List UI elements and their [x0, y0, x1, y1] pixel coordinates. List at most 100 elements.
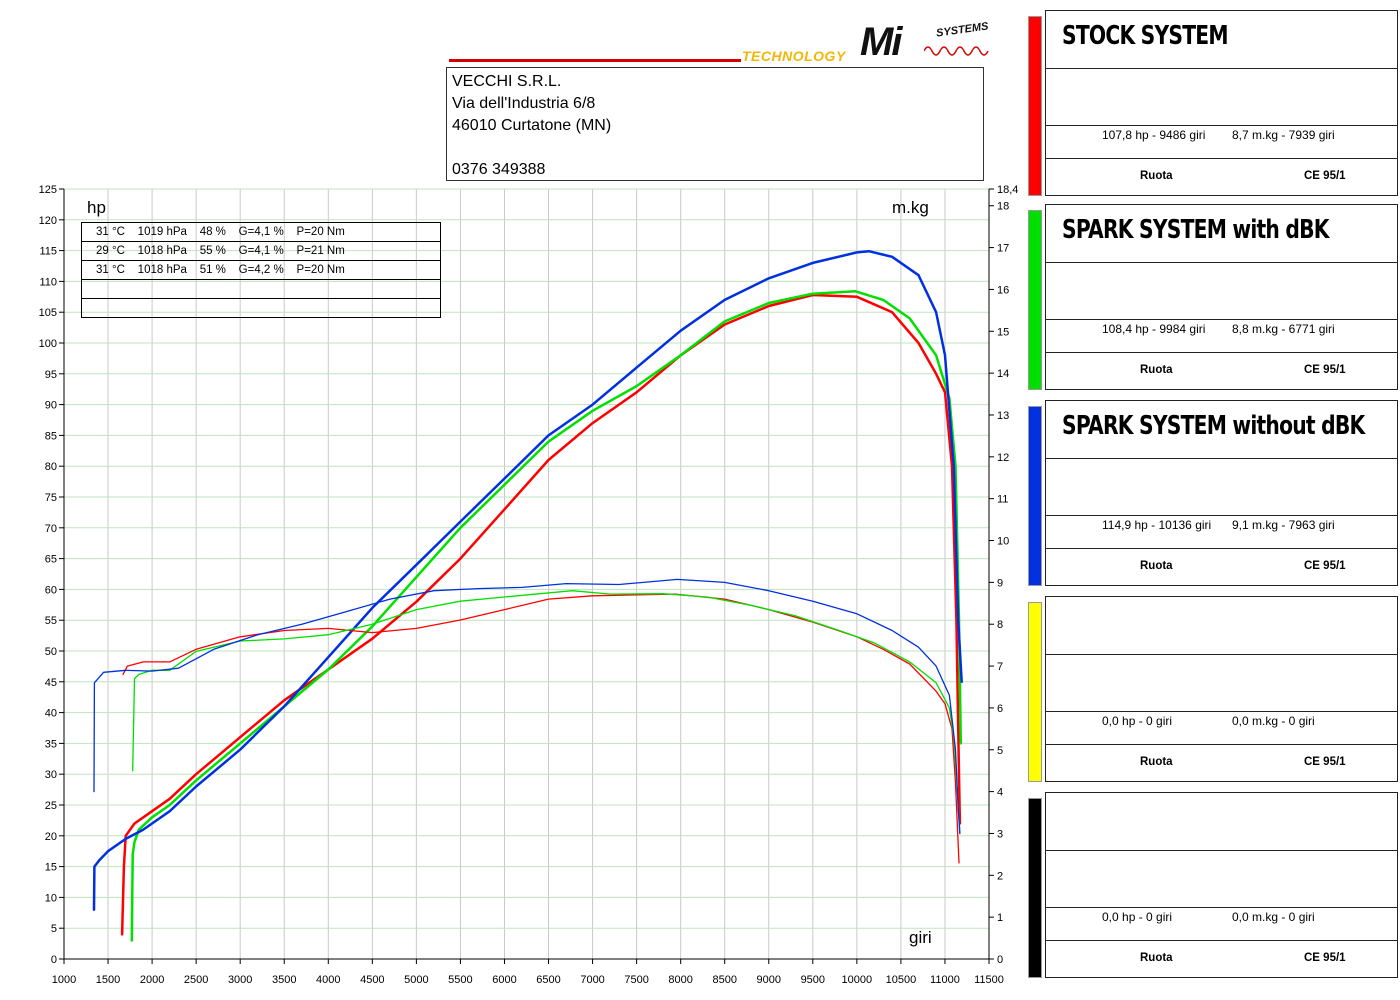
- legend-max-torque: 8,8 m.kg - 6771 giri: [1232, 322, 1335, 336]
- x-tick-label: 3500: [272, 974, 296, 986]
- legend-box: STOCK SYSTEM 107,8 hp - 9486 giri 8,7 m.…: [1045, 10, 1398, 196]
- y-left-tick-label: 65: [45, 554, 57, 566]
- legend-max-hp: 0,0 hp - 0 giri: [1102, 910, 1173, 924]
- legend-max-hp: 114,9 hp - 10136 giri: [1102, 518, 1212, 532]
- y-right-tick-label: 13: [997, 410, 1009, 422]
- y-left-tick-label: 20: [45, 831, 57, 843]
- y-left-tick-label: 40: [45, 708, 57, 720]
- y-left-tick-label: 80: [45, 461, 57, 473]
- x-tick-label: 1500: [96, 974, 120, 986]
- logo-mi-text: Mi: [860, 20, 902, 64]
- conditions-row: [82, 299, 441, 318]
- conditions-row: 29 °C 1018 hPa 55 % G=4,1 % P=21 Nm: [81, 241, 441, 261]
- x-unit-label: giri: [909, 928, 932, 947]
- power-curve-spark-system-with-dbk: [130, 290, 963, 942]
- y-left-tick-label: 95: [45, 369, 57, 381]
- y-right-tick-label: 10: [997, 536, 1009, 548]
- y-right-tick-label: 9: [997, 577, 1003, 589]
- chart-curves: [92, 249, 963, 942]
- legend-box: 0,0 hp - 0 giri 0,0 m.kg - 0 giri Ruota …: [1045, 792, 1398, 978]
- legend-max-hp: 108,4 hp - 9984 giri: [1102, 322, 1206, 336]
- conditions-cell: 29 °C 1018 hPa 55 % G=4,1 % P=21 Nm: [81, 241, 441, 261]
- legend-max-hp: 0,0 hp - 0 giri: [1102, 714, 1173, 728]
- legend-footer: Ruota CE 95/1: [1046, 745, 1397, 783]
- x-tick-label: 2000: [140, 974, 164, 986]
- legend-title-text: SPARK SYSTEM without dBK: [1062, 411, 1365, 441]
- y-right-tick-label: 4: [997, 787, 1003, 799]
- logo-systems-text: SYSTEMS: [935, 20, 990, 40]
- legend-color-bar: [1028, 602, 1042, 782]
- x-tick-label: 4000: [316, 974, 340, 986]
- logo-wave-icon: [924, 46, 989, 56]
- y-left-tick-label: 100: [39, 338, 57, 350]
- address-box: VECCHI S.R.L. Via dell'Industria 6/8 460…: [446, 67, 984, 181]
- conditions-row: 31 °C 1019 hPa 48 % G=4,1 % P=20 Nm: [81, 222, 441, 242]
- y-right-tick-label: 17: [997, 243, 1009, 255]
- y-left-tick-label: 115: [39, 246, 57, 258]
- legend-norm: CE 95/1: [1304, 756, 1346, 768]
- legend-max-torque: 0,0 m.kg - 0 giri: [1232, 714, 1315, 728]
- conditions-cell: 31 °C 1019 hPa 48 % G=4,1 % P=20 Nm: [81, 222, 441, 242]
- y-left-tick-label: 25: [45, 800, 57, 812]
- y-left-tick-label: 75: [45, 492, 57, 504]
- legend-box: SPARK SYSTEM with dBK 108,4 hp - 9984 gi…: [1045, 204, 1398, 390]
- y-right-tick-label: 1: [997, 912, 1003, 924]
- chart-axes: [59, 188, 994, 964]
- x-tick-label: 9500: [801, 974, 825, 986]
- legend-divider: [1046, 907, 1397, 908]
- y-right-tick-label: 7: [997, 661, 1003, 673]
- torque-curve-spark-system-with-dbk: [132, 590, 961, 835]
- x-tick-label: 11000: [930, 974, 960, 986]
- y-right-tick-label: 5: [997, 745, 1003, 757]
- legend-norm: CE 95/1: [1304, 170, 1346, 182]
- y-right-tick-label: 6: [997, 703, 1003, 715]
- y-left-tick-label: 10: [45, 892, 57, 904]
- y-right-tick-label: 11: [997, 494, 1008, 506]
- address-company: VECCHI S.R.L.: [452, 73, 562, 90]
- legend-title: SPARK SYSTEM without dBK: [1046, 401, 1397, 459]
- y-right-tick-label: 14: [997, 368, 1009, 380]
- legend-max-torque: 8,7 m.kg - 7939 giri: [1232, 128, 1335, 142]
- legend-box: 0,0 hp - 0 giri 0,0 m.kg - 0 giri Ruota …: [1045, 596, 1398, 782]
- legend-panel-5: 0,0 hp - 0 giri 0,0 m.kg - 0 giri Ruota …: [1027, 792, 1399, 978]
- x-tick-label: 11500: [974, 974, 1004, 986]
- x-tick-label: 8000: [668, 974, 692, 986]
- legend-panel-4: 0,0 hp - 0 giri 0,0 m.kg - 0 giri Ruota …: [1027, 596, 1399, 782]
- legend-ruota: Ruota: [1140, 560, 1173, 572]
- x-tick-label: 3000: [228, 974, 252, 986]
- y-right-tick-label: 18: [997, 201, 1009, 213]
- y-left-tick-label: 5: [51, 923, 57, 935]
- y-right-tick-label: 12: [997, 452, 1009, 464]
- x-tick-label: 6500: [536, 974, 560, 986]
- y-left-tick-label: 50: [45, 646, 57, 658]
- y-left-tick-label: 105: [39, 307, 57, 319]
- legend-stats: 0,0 hp - 0 giri 0,0 m.kg - 0 giri: [1046, 851, 1397, 941]
- x-tick-label: 7000: [580, 974, 604, 986]
- y-left-tick-label: 60: [45, 584, 57, 596]
- conditions-cell: [81, 279, 441, 299]
- legend-norm: CE 95/1: [1304, 364, 1346, 376]
- legend-norm: CE 95/1: [1304, 560, 1346, 572]
- y-right-tick-label: 2: [997, 870, 1003, 882]
- y-left-tick-label: 90: [45, 400, 57, 412]
- power-curve-spark-system-without-dbk: [92, 249, 963, 911]
- address-spacer: [452, 137, 978, 159]
- x-tick-label: 5000: [404, 974, 428, 986]
- legend-norm: CE 95/1: [1304, 952, 1346, 964]
- address-city: 46010 Curtatone (MN): [452, 117, 612, 134]
- torque-curve-stock-system: [122, 593, 960, 864]
- legend-color-bar: [1028, 406, 1042, 586]
- y-left-tick-label: 55: [45, 615, 57, 627]
- address-phone: 0376 349388: [452, 161, 546, 178]
- x-tick-label: 10000: [842, 974, 873, 986]
- legend-color-bar: [1028, 798, 1042, 978]
- y-right-tick-label: 18,4: [997, 184, 1018, 196]
- y-left-tick-label: 125: [39, 184, 57, 196]
- torque-curve-spark-system-without-dbk: [93, 578, 961, 835]
- legend-stats: 108,4 hp - 9984 giri 8,8 m.kg - 6771 gir…: [1046, 263, 1397, 353]
- legend-title: STOCK SYSTEM: [1046, 11, 1397, 69]
- y-left-tick-label: 30: [45, 769, 57, 781]
- y-left-tick-label: 120: [39, 215, 57, 227]
- legend-ruota: Ruota: [1140, 952, 1173, 964]
